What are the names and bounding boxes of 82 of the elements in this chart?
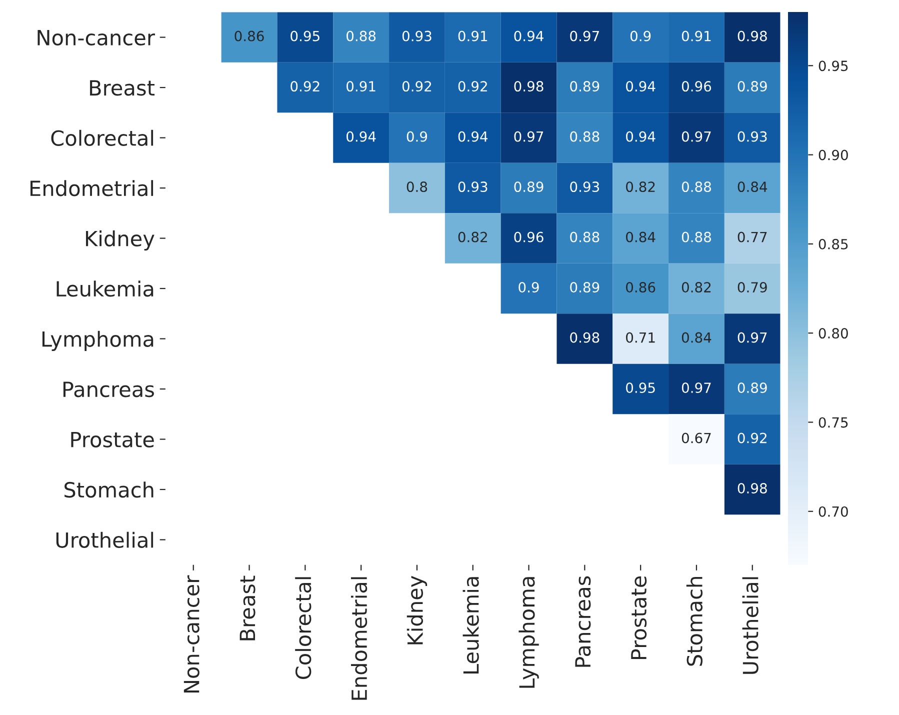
data-label: 0.71 — [626, 332, 655, 343]
data-label: 0.93 — [738, 131, 767, 142]
color-bar-label: 0.80 — [818, 328, 848, 339]
data-label: 0.97 — [570, 30, 599, 42]
data-label: 0.92 — [458, 81, 487, 92]
data-label: 0.97 — [682, 131, 711, 142]
data-label: 0.82 — [626, 182, 655, 192]
data-label: 0.86 — [234, 30, 264, 42]
data-label: 0.67 — [682, 432, 711, 444]
data-label: 0.97 — [738, 332, 767, 343]
data-label: 0.95 — [290, 30, 320, 42]
data-label: 0.94 — [514, 30, 544, 42]
y-tick-label: Non-cancer — [38, 30, 155, 46]
data-label: 0.92 — [290, 81, 320, 92]
data-label: 0.98 — [570, 332, 600, 343]
x-tick-label: Pancreas — [575, 576, 591, 667]
data-label: 0.97 — [682, 382, 711, 394]
data-label: 0.94 — [346, 131, 376, 142]
data-label: 0.96 — [682, 81, 712, 92]
y-tick-label: Urothelial — [56, 532, 154, 548]
color-bar-label: 0.95 — [818, 60, 848, 72]
data-label: 0.94 — [626, 81, 656, 92]
data-label: 0.8 — [406, 182, 428, 192]
data-label: 0.98 — [738, 30, 767, 42]
y-tick-label: Stomach — [64, 482, 154, 498]
x-tick-label: Leukemia — [462, 577, 479, 674]
data-label: 0.84 — [626, 232, 656, 242]
x-tick-label: Endometrial — [350, 577, 368, 700]
x-tick-label: Breast — [240, 576, 256, 640]
data-label: 0.77 — [738, 232, 767, 242]
data-label: 0.93 — [402, 30, 432, 42]
color-bar-label: 0.75 — [818, 417, 848, 428]
data-label: 0.9 — [630, 30, 651, 42]
color-bar-label: 0.90 — [818, 150, 848, 160]
y-tick-label: Kidney — [86, 230, 154, 251]
data-label: 0.86 — [626, 282, 656, 293]
color-bar-label: 0.70 — [818, 506, 848, 517]
y-tick-label: Prostate — [71, 432, 154, 448]
data-label: 0.89 — [570, 282, 600, 293]
color-bar-label: 0.85 — [818, 238, 848, 250]
data-label: 0.98 — [738, 483, 767, 494]
data-label: 0.82 — [682, 282, 711, 293]
y-tick-label: Leukemia — [56, 280, 154, 297]
data-label: 0.92 — [402, 81, 432, 92]
data-label: 0.88 — [682, 182, 711, 192]
y-tick-label: Breast — [90, 80, 154, 96]
y-tick-label: Pancreas — [63, 382, 154, 398]
data-label: 0.91 — [682, 30, 711, 42]
x-tick-label: Urothelial — [742, 577, 758, 674]
y-tick-label: Lymphoma — [42, 330, 154, 351]
data-label: 0.88 — [682, 232, 711, 242]
data-label: 0.91 — [458, 30, 488, 42]
data-label: 0.79 — [738, 282, 767, 293]
data-label: 0.88 — [570, 232, 600, 242]
data-label: 0.89 — [570, 81, 600, 92]
x-tick-label: Lymphoma — [518, 577, 539, 688]
data-label: 0.95 — [626, 382, 655, 394]
data-label: 0.84 — [738, 182, 768, 192]
data-label: 0.9 — [518, 282, 539, 293]
data-label: 0.89 — [738, 382, 767, 394]
y-tick-label: Colorectal — [51, 130, 154, 146]
x-tick-label: Colorectal — [295, 577, 312, 680]
data-label: 0.97 — [514, 131, 544, 142]
data-label: 0.94 — [458, 131, 488, 142]
data-label: 0.92 — [738, 432, 766, 444]
data-label: 0.88 — [570, 131, 600, 142]
y-tick-label: Endometrial — [30, 180, 154, 196]
data-label: 0.9 — [406, 131, 428, 142]
data-label: 0.96 — [514, 232, 544, 242]
x-tick-label: Stomach — [686, 577, 703, 666]
x-tick-label: Prostate — [631, 576, 647, 660]
data-label: 0.82 — [458, 232, 487, 242]
data-label: 0.94 — [626, 131, 656, 142]
data-label: 0.89 — [738, 81, 767, 92]
data-label: 0.93 — [458, 182, 488, 192]
data-label: 0.98 — [514, 81, 544, 92]
data-label: 0.93 — [570, 182, 600, 192]
data-label: 0.88 — [346, 30, 376, 42]
data-label: 0.89 — [514, 182, 544, 192]
data-label: 0.84 — [682, 332, 712, 343]
x-tick-label: Kidney — [406, 576, 428, 644]
data-label: 0.91 — [346, 81, 376, 92]
